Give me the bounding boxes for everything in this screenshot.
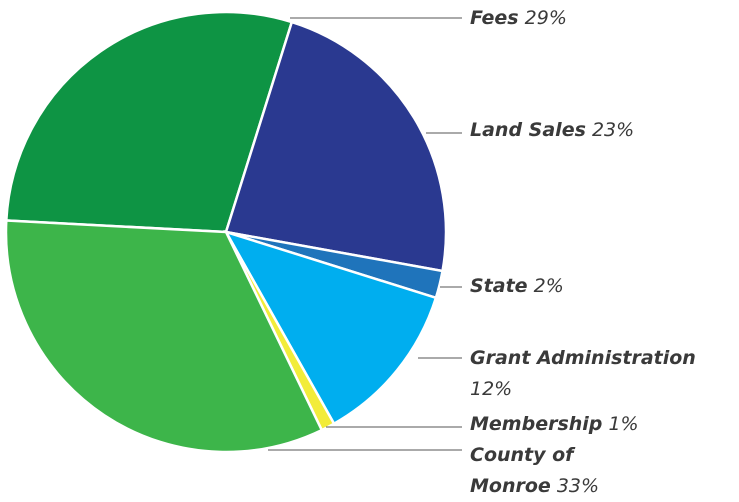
category-label: State bbox=[470, 275, 528, 297]
category-label: Membership bbox=[470, 413, 603, 435]
slice-label: Fees 29% bbox=[470, 3, 730, 34]
pie-slice bbox=[4, 10, 294, 234]
slice-label: Grant Administration 12% bbox=[470, 343, 739, 405]
slice-label: Membership 1% bbox=[470, 409, 730, 440]
slice-label: Land Sales 23% bbox=[470, 115, 730, 146]
value-label: 1% bbox=[608, 413, 639, 435]
category-label: Fees bbox=[470, 7, 519, 29]
category-label: County of Monroe bbox=[470, 444, 574, 497]
category-label: Land Sales bbox=[470, 119, 586, 141]
value-label: 12% bbox=[470, 378, 513, 400]
value-label: 23% bbox=[591, 119, 635, 141]
value-label: 33% bbox=[556, 475, 600, 497]
slice-label: County of Monroe 33% bbox=[470, 440, 620, 502]
value-label: 2% bbox=[533, 275, 564, 297]
slice-label: State 2% bbox=[470, 271, 730, 302]
pie-slice bbox=[223, 229, 438, 426]
category-label: Grant Administration bbox=[470, 347, 696, 369]
value-label: 29% bbox=[524, 7, 567, 29]
pie-slice bbox=[4, 219, 324, 454]
pie-slice bbox=[224, 20, 448, 273]
